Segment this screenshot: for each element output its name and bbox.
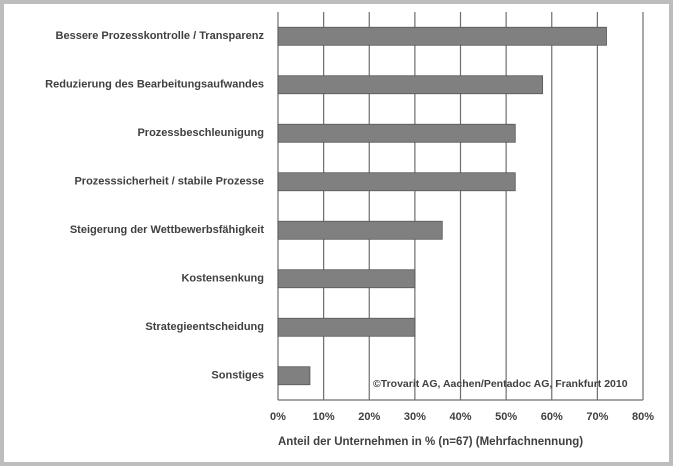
bar [277,366,311,386]
y-tick-label: Strategieentscheidung [145,321,264,333]
x-axis-label: Anteil der Unternehmen in % (n=67) (Mehr… [278,436,583,448]
bar [277,269,416,289]
x-tick-label: 0% [270,411,286,423]
x-tick-label: 40% [449,411,471,423]
y-tick-label: Sonstiges [211,370,264,382]
x-tick-label: 70% [586,411,608,423]
y-tick-label: Prozessbeschleunigung [137,127,264,139]
y-tick-label: Steigerung der Wettbewerbsfähigkeit [70,224,265,236]
x-tick-label: 60% [541,411,563,423]
bar [277,172,516,192]
x-tick-label: 80% [632,411,654,423]
y-tick-label: Prozesssicherheit / stabile Prozesse [74,176,264,188]
bar [277,123,516,143]
x-tick-label: 50% [495,411,517,423]
y-tick-label: Kostensenkung [181,273,264,285]
bar [277,75,544,95]
annotation: ©Trovarit AG, Aachen/Pentadoc AG, Frankf… [373,378,628,390]
bar [277,26,607,46]
bar [277,317,416,337]
y-tick-label: Reduzierung des Bearbeitungsaufwandes [45,79,264,91]
bar [277,220,443,240]
x-tick-label: 20% [358,411,380,423]
x-tick-label: 10% [313,411,335,423]
y-tick-label: Bessere Prozesskontrolle / Transparenz [56,30,265,42]
x-tick-label: 30% [404,411,426,423]
